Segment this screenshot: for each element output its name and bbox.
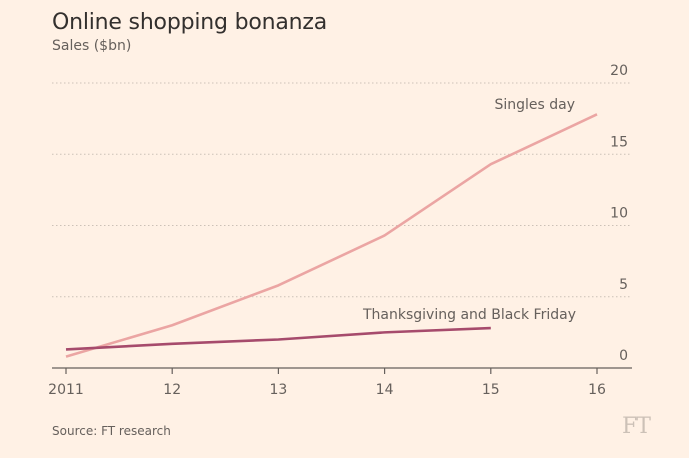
y-tick-label: 15 bbox=[610, 134, 628, 150]
singles-day-label: Singles day bbox=[494, 97, 575, 113]
y-tick-label: 10 bbox=[610, 206, 628, 222]
thanksgiving-label: Thanksgiving and Black Friday bbox=[362, 307, 576, 323]
ft-logo: FT bbox=[622, 414, 651, 439]
grid-lines bbox=[52, 82, 632, 298]
source-note: Source: FT research bbox=[52, 424, 171, 438]
x-tick-label: 13 bbox=[269, 382, 287, 398]
y-tick-label: 0 bbox=[619, 348, 628, 364]
x-tick-label: 15 bbox=[482, 382, 500, 398]
series-labels: Singles day Thanksgiving and Black Friday bbox=[362, 97, 576, 323]
x-tick-label: 14 bbox=[376, 382, 394, 398]
series-lines bbox=[65, 113, 598, 358]
y-tick-label: 20 bbox=[610, 63, 628, 79]
x-axis: 2011 12 13 14 15 16 bbox=[48, 367, 632, 398]
x-tick-label: 12 bbox=[163, 382, 181, 398]
chart-title: Online shopping bonanza bbox=[52, 10, 327, 35]
thanksgiving-line bbox=[65, 326, 491, 351]
y-axis: 0 5 10 15 20 bbox=[610, 63, 628, 364]
singles-day-line bbox=[65, 113, 598, 358]
x-tick-label: 2011 bbox=[48, 382, 84, 398]
y-tick-label: 5 bbox=[619, 277, 628, 293]
x-tick-label: 16 bbox=[588, 382, 606, 398]
chart-subtitle: Sales ($bn) bbox=[52, 38, 132, 54]
